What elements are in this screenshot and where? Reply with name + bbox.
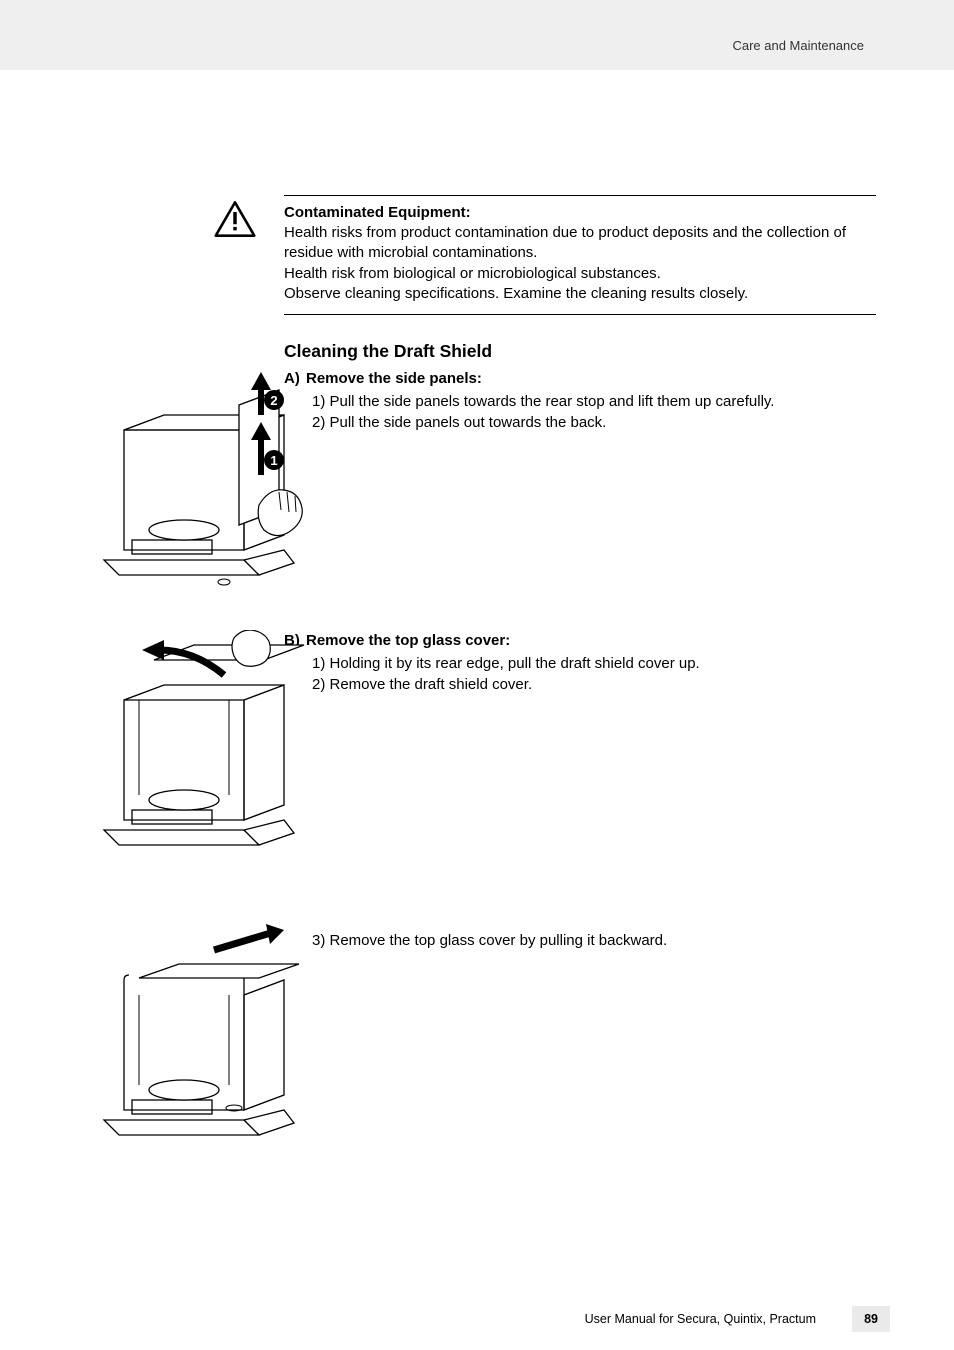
step-a-1: 1) Pull the side panels towards the rear…	[312, 391, 876, 412]
footer-text: User Manual for Secura, Quintix, Practum	[585, 1312, 816, 1326]
step-c-3: 3) Remove the top glass cover by pulling…	[312, 930, 876, 951]
callout-2-text: 2	[270, 393, 277, 408]
footer-page-number: 89	[852, 1306, 890, 1332]
step-b-title: Remove the top glass cover:	[306, 632, 510, 649]
step-b-1: 1) Holding it by its rear edge, pull the…	[312, 653, 876, 674]
header-band	[0, 0, 954, 70]
warning-line-2: Health risk from biological or microbiol…	[284, 264, 876, 284]
warning-title: Contaminated Equipment:	[284, 204, 876, 221]
step-a-2: 2) Pull the side panels out towards the …	[312, 412, 876, 433]
figure-c	[84, 920, 324, 1160]
step-b: B)Remove the top glass cover: 1) Holding…	[284, 630, 876, 695]
figure-b	[84, 630, 324, 870]
figure-a: 1 2	[84, 360, 324, 600]
callout-1-text: 1	[270, 453, 277, 468]
page: Care and Maintenance Contaminated Equipm…	[0, 0, 954, 1350]
warning-line-3: Observe cleaning specifications. Examine…	[284, 284, 876, 304]
step-b-2: 2) Remove the draft shield cover.	[312, 674, 876, 695]
warning-icon	[214, 200, 256, 243]
step-b-head: B)Remove the top glass cover:	[284, 630, 876, 651]
warning-line-1: Health risks from product contamination …	[284, 223, 876, 264]
step-a-title: Remove the side panels:	[306, 370, 482, 387]
header-section-label: Care and Maintenance	[732, 38, 864, 53]
step-c: 3) Remove the top glass cover by pulling…	[284, 930, 876, 951]
step-a: A)Remove the side panels: 1) Pull the si…	[284, 368, 876, 433]
warning-box: Contaminated Equipment: Health risks fro…	[284, 195, 876, 315]
step-a-head: A)Remove the side panels:	[284, 368, 876, 389]
section-title: Cleaning the Draft Shield	[284, 341, 876, 362]
